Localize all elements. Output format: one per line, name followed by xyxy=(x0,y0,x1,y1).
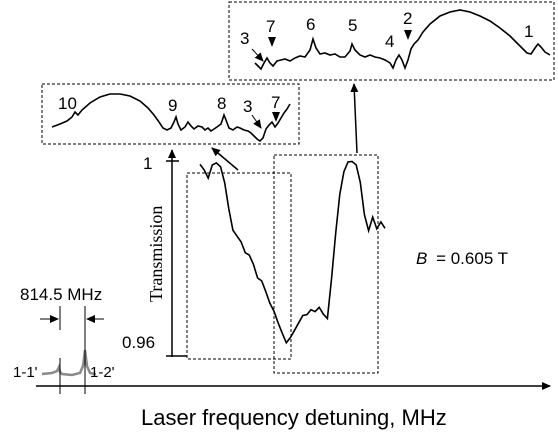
reference-peak-label-1: 1-1' xyxy=(13,364,38,381)
main-spectrum-line xyxy=(199,160,386,345)
inset-right-peak-label-4: 4 xyxy=(385,32,394,51)
inset-right-peak-label-3: 3 xyxy=(240,29,249,48)
inset-left-arrow-3 xyxy=(251,114,262,129)
inset-left-peak-label-3: 3 xyxy=(243,97,252,116)
selection-box-right xyxy=(273,154,379,374)
inset-right-marker-2 xyxy=(404,30,412,40)
selection-box-left xyxy=(186,172,292,360)
x-axis-label: Laser frequency detuning, MHz xyxy=(141,405,447,430)
inset-right-arrow-3 xyxy=(251,48,264,62)
inset-left-spectrum xyxy=(51,93,291,143)
inset-right-peak-label-2: 2 xyxy=(403,9,412,28)
y-tick-label-bottom: 0.96 xyxy=(122,333,155,352)
inset-right-peak-label-7: 7 xyxy=(266,17,275,36)
inset-right-peak-label-6: 6 xyxy=(306,15,315,34)
y-axis-label: Transmission xyxy=(146,206,166,302)
inset-right-spectrum xyxy=(254,9,551,71)
inset-right-peak-label-5: 5 xyxy=(348,16,357,35)
inset-left-peak-label-7: 7 xyxy=(271,93,280,112)
inset-right-peak-label-1: 1 xyxy=(524,22,533,41)
inset-left-peak-label-10: 10 xyxy=(58,94,77,113)
pointer-arrow-left xyxy=(211,147,239,171)
reference-peak-label-2: 1-2' xyxy=(90,364,115,381)
spacing-label: 814.5 MHz xyxy=(20,285,102,304)
y-tick-label-top: 1 xyxy=(143,154,152,173)
field-label: B = 0.605 T xyxy=(416,249,508,268)
reference-spectrum xyxy=(41,349,97,377)
inset-left-marker-7 xyxy=(272,112,280,122)
inset-left-peak-label-9: 9 xyxy=(168,96,177,115)
inset-left-peak-label-8: 8 xyxy=(217,94,226,113)
inset-right-marker-7 xyxy=(268,37,276,47)
pointer-arrow-right xyxy=(350,83,359,154)
inset-left-box xyxy=(41,83,300,145)
inset-right-box xyxy=(228,1,555,81)
